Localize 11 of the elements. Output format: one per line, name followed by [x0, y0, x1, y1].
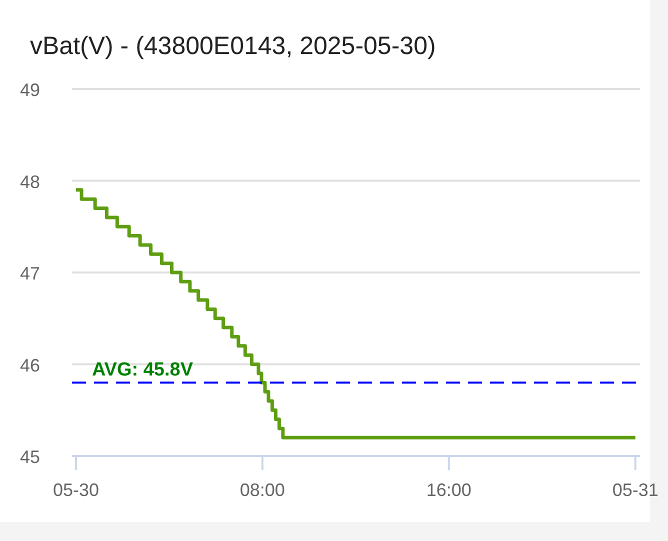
- ref-line-label: AVG: 45.8V: [92, 360, 194, 381]
- x-tick-label: 08:00: [240, 480, 285, 500]
- x-tick-label: 16:00: [426, 480, 472, 500]
- y-tick-label: 47: [20, 264, 40, 284]
- chart-title: vBat(V) - (43800E0143, 2025-05-30): [30, 32, 436, 60]
- y-tick-label: 46: [20, 355, 40, 376]
- y-tick-label: 48: [20, 172, 40, 192]
- x-tick-label: 05-31: [612, 480, 658, 500]
- x-tick-label: 05-30: [52, 480, 99, 500]
- y-tick-label: 49: [20, 80, 40, 100]
- y-tick-label: 45: [20, 447, 40, 467]
